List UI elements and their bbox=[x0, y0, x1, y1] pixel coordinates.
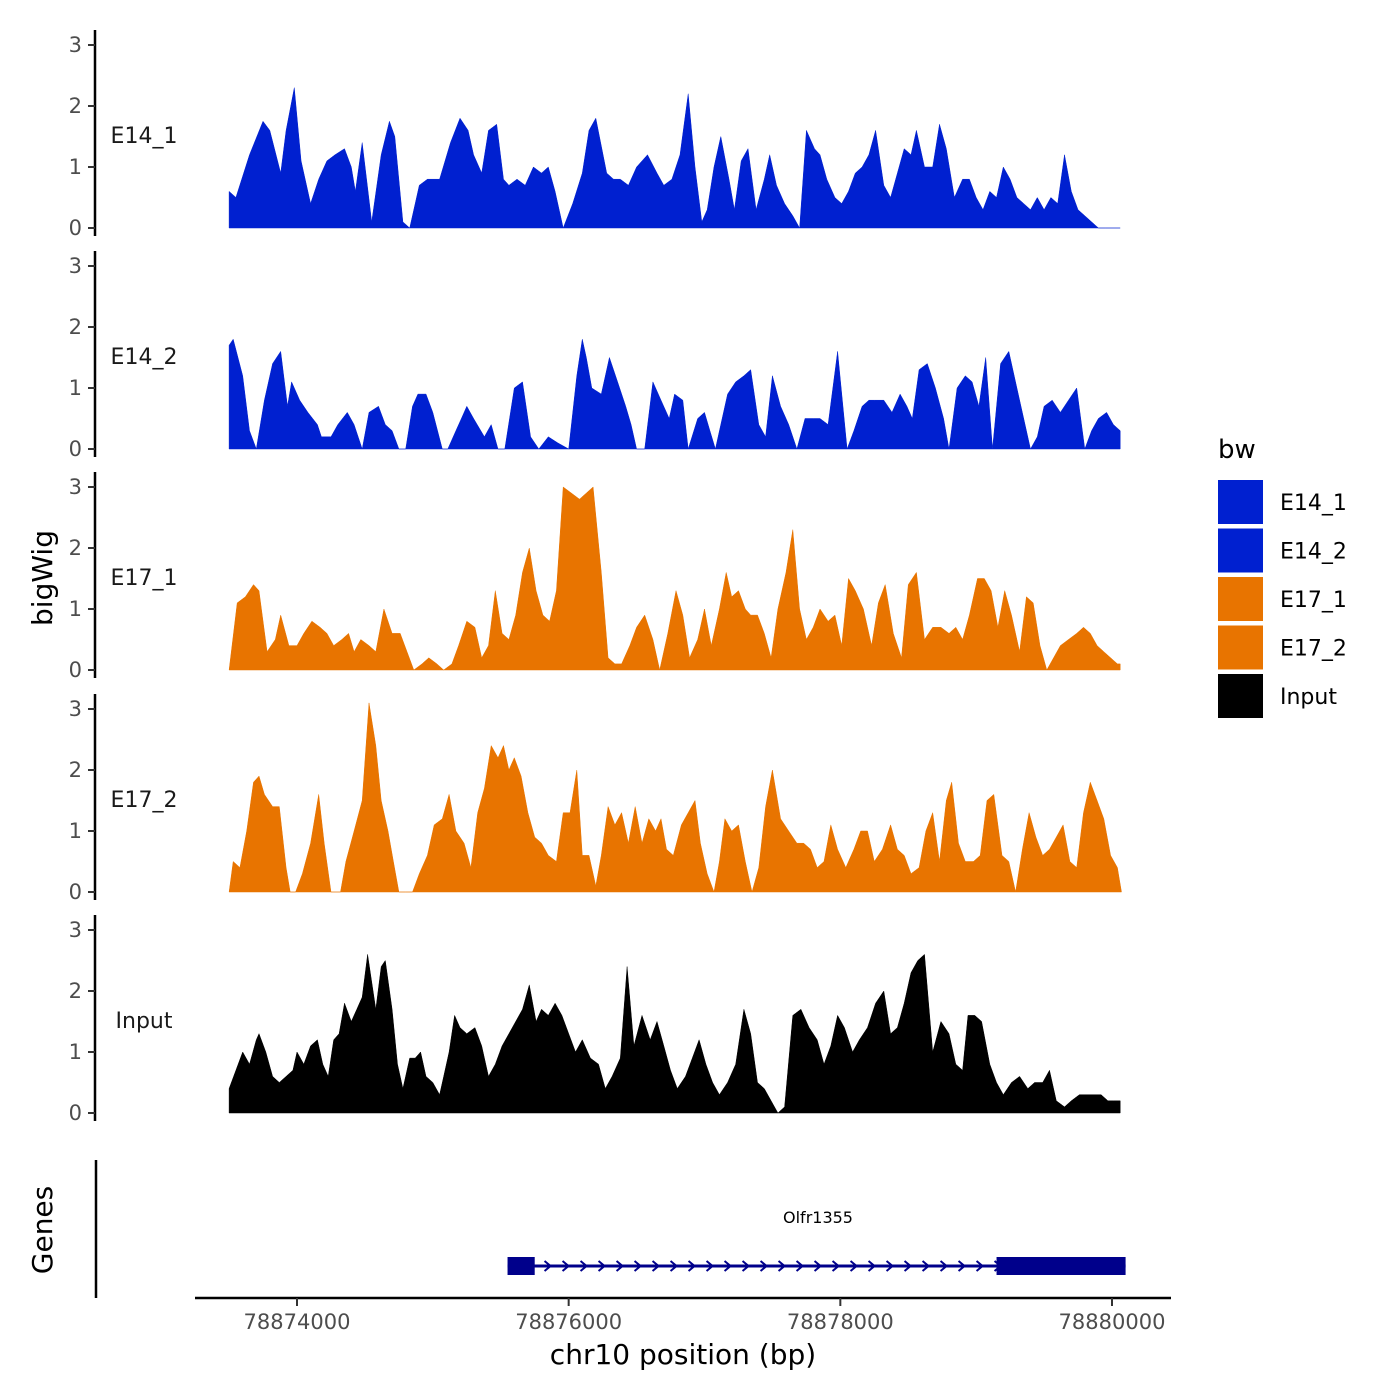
gene-exon bbox=[996, 1257, 1126, 1275]
y-tick-label: 0 bbox=[69, 658, 82, 682]
track-Input: 0 1 2 3 Input bbox=[69, 915, 1121, 1125]
track-label: E14_1 bbox=[111, 124, 178, 149]
track-E14_2: 0 1 2 3 E14_2 bbox=[69, 251, 1121, 461]
y-tick-label: 3 bbox=[69, 254, 82, 278]
legend-key-E14_2 bbox=[1218, 528, 1263, 573]
legend-label: E17_2 bbox=[1280, 637, 1347, 662]
gene-Olfr1355: Olfr1355 bbox=[507, 1208, 1126, 1275]
gene-strand-arrow bbox=[957, 1260, 967, 1272]
track-E14_1: 0 1 2 3 E14_1 bbox=[69, 30, 1121, 240]
track-E17_1: 0 1 2 3 E17_1 bbox=[69, 472, 1121, 682]
track-label: E17_2 bbox=[111, 788, 178, 813]
gene-strand-arrow bbox=[741, 1260, 751, 1272]
track-area-E14_2 bbox=[228, 338, 1121, 450]
gene-strand-arrow bbox=[777, 1260, 787, 1272]
x-tick-label: 78878000 bbox=[787, 1310, 894, 1334]
x-axis-title: chr10 position (bp) bbox=[550, 1338, 816, 1371]
genes-layer: Genes Olfr1355 bbox=[26, 1160, 1126, 1298]
legend-label: E14_1 bbox=[1280, 491, 1347, 516]
y-tick-label: 3 bbox=[69, 697, 82, 721]
x-tick-label: 78880000 bbox=[1059, 1310, 1166, 1334]
track-area-E14_1 bbox=[228, 87, 1121, 229]
gene-name-label: Olfr1355 bbox=[783, 1208, 853, 1227]
gene-strand-arrow bbox=[759, 1260, 769, 1272]
legend-key-E17_1 bbox=[1218, 577, 1263, 621]
y-tick-label: 3 bbox=[69, 475, 82, 499]
y-tick-label: 2 bbox=[69, 536, 82, 560]
legend-key-Input bbox=[1218, 674, 1263, 718]
y-tick-label: 1 bbox=[69, 1040, 82, 1064]
genes-row-label: Genes bbox=[26, 1186, 59, 1274]
y-tick-label: 0 bbox=[69, 1101, 82, 1125]
legend-key-E14_1 bbox=[1218, 480, 1263, 524]
gene-exon bbox=[507, 1257, 535, 1275]
y-tick-label: 2 bbox=[69, 979, 82, 1003]
gene-strand-arrow bbox=[939, 1260, 949, 1272]
track-area-E17_1 bbox=[228, 486, 1121, 671]
gene-strand-arrow bbox=[885, 1260, 895, 1272]
track-area-E17_2 bbox=[228, 702, 1122, 893]
x-tick-label: 78876000 bbox=[515, 1310, 622, 1334]
gene-strand-arrow bbox=[795, 1260, 805, 1272]
gene-strand-arrow bbox=[975, 1260, 985, 1272]
gene-strand-arrow bbox=[849, 1260, 859, 1272]
gene-strand-arrow bbox=[723, 1260, 733, 1272]
gene-strand-arrow bbox=[705, 1260, 715, 1272]
gene-strand-arrow bbox=[813, 1260, 823, 1272]
legend-label: E17_1 bbox=[1280, 588, 1347, 613]
gene-strand-arrow bbox=[561, 1260, 571, 1272]
gene-strand-arrow bbox=[903, 1260, 913, 1272]
x-axis: chr10 position (bp) 78874000 78876000 7887… bbox=[195, 1296, 1171, 1371]
track-label: E17_1 bbox=[111, 566, 178, 591]
legend-key-E17_2 bbox=[1218, 625, 1263, 670]
gene-strand-arrow bbox=[579, 1260, 589, 1272]
y-tick-label: 2 bbox=[69, 758, 82, 782]
gene-strand-arrow bbox=[633, 1260, 643, 1272]
gene-strand-arrow bbox=[669, 1260, 679, 1272]
track-E17_2: 0 1 2 3 E17_2 bbox=[69, 694, 1122, 904]
gene-strand-arrow bbox=[615, 1260, 625, 1272]
y-tick-label: 2 bbox=[69, 315, 82, 339]
gene-strand-arrow bbox=[831, 1260, 841, 1272]
gene-strand-arrow bbox=[687, 1260, 697, 1272]
legend-title: bw bbox=[1218, 435, 1256, 465]
y-tick-label: 1 bbox=[69, 155, 82, 179]
y-axis-title: bigWig bbox=[26, 530, 59, 626]
y-tick-label: 0 bbox=[69, 880, 82, 904]
y-tick-label: 0 bbox=[69, 437, 82, 461]
gene-strand-arrow bbox=[597, 1260, 607, 1272]
x-tick-label: 78874000 bbox=[244, 1310, 351, 1334]
y-tick-label: 2 bbox=[69, 94, 82, 118]
y-tick-label: 1 bbox=[69, 597, 82, 621]
y-tick-label: 3 bbox=[69, 918, 82, 942]
y-tick-label: 1 bbox=[69, 819, 82, 843]
y-tick-label: 3 bbox=[69, 33, 82, 57]
legend-label: Input bbox=[1280, 685, 1337, 710]
legend-label: E14_2 bbox=[1280, 540, 1347, 565]
gene-strand-arrow bbox=[543, 1260, 553, 1272]
legend: bw E14_1 E14_2 E17_1 E17_2 Input bbox=[1218, 435, 1347, 718]
gene-strand-arrow bbox=[867, 1260, 877, 1272]
gene-strand-arrow bbox=[921, 1260, 931, 1272]
y-tick-label: 1 bbox=[69, 376, 82, 400]
tracks-layer: 0 1 2 3 E14_1 0 1 2 3 E14_2 0 1 2 3 E17_1 0 1 2 3 E17_2 0 1 2 3… bbox=[69, 30, 1122, 1125]
y-tick-label: 0 bbox=[69, 216, 82, 240]
gene-strand-arrow bbox=[651, 1260, 661, 1272]
track-area-Input bbox=[228, 954, 1121, 1114]
track-label: Input bbox=[116, 1009, 173, 1034]
track-label: E14_2 bbox=[111, 345, 178, 370]
